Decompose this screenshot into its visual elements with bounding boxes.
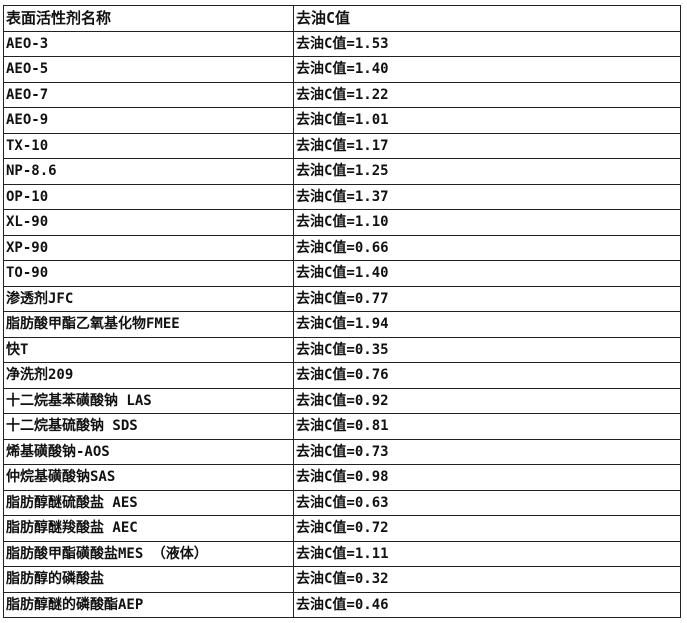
c-value-cell: 去油C值=1.22 (293, 81, 681, 108)
surfactant-name-cell: 脂肪酸甲酯乙氧基化物FMEE (3, 311, 294, 338)
table-row: 脂肪酸甲酯磺酸盐MES （液体） 去油C值=1.11 (3, 540, 681, 567)
surfactant-name-cell: AEO-5 (3, 56, 294, 83)
surfactant-name-cell: 脂肪醇醚羧酸盐 AEC (3, 515, 294, 542)
table-body: AEO-3 去油C值=1.53 AEO-5 去油C值=1.40 AEO-7 去油C值=1.… (3, 30, 681, 618)
c-value-cell: 去油C值=1.11 (293, 540, 681, 567)
table-row: XP-90 去油C值=0.66 (3, 234, 681, 261)
surfactant-name-cell: 脂肪醇的磷酸盐 (3, 566, 294, 593)
table-row: 净洗剂209 去油C值=0.76 (3, 362, 681, 389)
c-value-cell: 去油C值=0.81 (293, 413, 681, 440)
surfactant-name-cell: AEO-9 (3, 107, 294, 134)
surfactant-name-cell: TO-90 (3, 260, 294, 287)
surfactant-name-cell: 十二烷基硫酸钠 SDS (3, 413, 294, 440)
table-row: 脂肪醇的磷酸盐 去油C值=0.32 (3, 566, 681, 593)
table-row: OP-10 去油C值=1.37 (3, 183, 681, 210)
header-surfactant-name: 表面活性剂名称 (3, 5, 294, 32)
table-row: 仲烷基磺酸钠SAS 去油C值=0.98 (3, 464, 681, 491)
table-row: 十二烷基苯磺酸钠 LAS 去油C值=0.92 (3, 387, 681, 414)
table-row: 十二烷基硫酸钠 SDS 去油C值=0.81 (3, 413, 681, 440)
surfactant-name-cell: 净洗剂209 (3, 362, 294, 389)
table-row: 烯基磺酸钠-AOS 去油C值=0.73 (3, 438, 681, 465)
c-value-cell: 去油C值=0.76 (293, 362, 681, 389)
table-row: AEO-5 去油C值=1.40 (3, 56, 681, 83)
surfactant-name-cell: NP-8.6 (3, 158, 294, 185)
table-row: AEO-7 去油C值=1.22 (3, 81, 681, 108)
surfactant-name-cell: 脂肪醇醚硫酸盐 AES (3, 489, 294, 516)
table-row: NP-8.6 去油C值=1.25 (3, 158, 681, 185)
table-row: 脂肪酸甲酯乙氧基化物FMEE 去油C值=1.94 (3, 311, 681, 338)
surfactant-name-cell: TX-10 (3, 132, 294, 159)
surfactant-name-cell: 脂肪醇醚的磷酸酯AEP (3, 591, 294, 618)
surfactant-name-cell: AEO-3 (3, 30, 294, 57)
surfactant-name-cell: 渗透剂JFC (3, 285, 294, 312)
c-value-cell: 去油C值=1.25 (293, 158, 681, 185)
table-row: TO-90 去油C值=1.40 (3, 260, 681, 287)
c-value-cell: 去油C值=1.40 (293, 56, 681, 83)
table-row: 渗透剂JFC 去油C值=0.77 (3, 285, 681, 312)
surfactant-table: 表面活性剂名称 去油C值 AEO-3 去油C值=1.53 AEO-5 去油C值=1.4… (3, 5, 681, 618)
c-value-cell: 去油C值=1.94 (293, 311, 681, 338)
c-value-cell: 去油C值=0.35 (293, 336, 681, 363)
table-row: AEO-3 去油C值=1.53 (3, 30, 681, 57)
surfactant-name-cell: XL-90 (3, 209, 294, 236)
surfactant-name-cell: AEO-7 (3, 81, 294, 108)
table-row: TX-10 去油C值=1.17 (3, 132, 681, 159)
c-value-cell: 去油C值=0.63 (293, 489, 681, 516)
table-row: 脂肪醇醚硫酸盐 AES 去油C值=0.63 (3, 489, 681, 516)
header-degreasing-c-value: 去油C值 (293, 5, 681, 32)
c-value-cell: 去油C值=0.72 (293, 515, 681, 542)
c-value-cell: 去油C值=0.98 (293, 464, 681, 491)
c-value-cell: 去油C值=1.17 (293, 132, 681, 159)
surfactant-name-cell: 脂肪酸甲酯磺酸盐MES （液体） (3, 540, 294, 567)
c-value-cell: 去油C值=0.73 (293, 438, 681, 465)
c-value-cell: 去油C值=0.66 (293, 234, 681, 261)
c-value-cell: 去油C值=0.92 (293, 387, 681, 414)
table-row: 快T 去油C值=0.35 (3, 336, 681, 363)
table-row: 脂肪醇醚羧酸盐 AEC 去油C值=0.72 (3, 515, 681, 542)
c-value-cell: 去油C值=1.53 (293, 30, 681, 57)
table-row: XL-90 去油C值=1.10 (3, 209, 681, 236)
surfactant-name-cell: XP-90 (3, 234, 294, 261)
c-value-cell: 去油C值=1.40 (293, 260, 681, 287)
table-header-row: 表面活性剂名称 去油C值 (3, 5, 681, 32)
table-row: AEO-9 去油C值=1.01 (3, 107, 681, 134)
surfactant-name-cell: 烯基磺酸钠-AOS (3, 438, 294, 465)
table-row: 脂肪醇醚的磷酸酯AEP 去油C值=0.46 (3, 591, 681, 618)
surfactant-name-cell: 十二烷基苯磺酸钠 LAS (3, 387, 294, 414)
c-value-cell: 去油C值=1.37 (293, 183, 681, 210)
c-value-cell: 去油C值=0.32 (293, 566, 681, 593)
surfactant-name-cell: OP-10 (3, 183, 294, 210)
c-value-cell: 去油C值=1.10 (293, 209, 681, 236)
c-value-cell: 去油C值=0.77 (293, 285, 681, 312)
c-value-cell: 去油C值=0.46 (293, 591, 681, 618)
surfactant-name-cell: 快T (3, 336, 294, 363)
surfactant-name-cell: 仲烷基磺酸钠SAS (3, 464, 294, 491)
c-value-cell: 去油C值=1.01 (293, 107, 681, 134)
